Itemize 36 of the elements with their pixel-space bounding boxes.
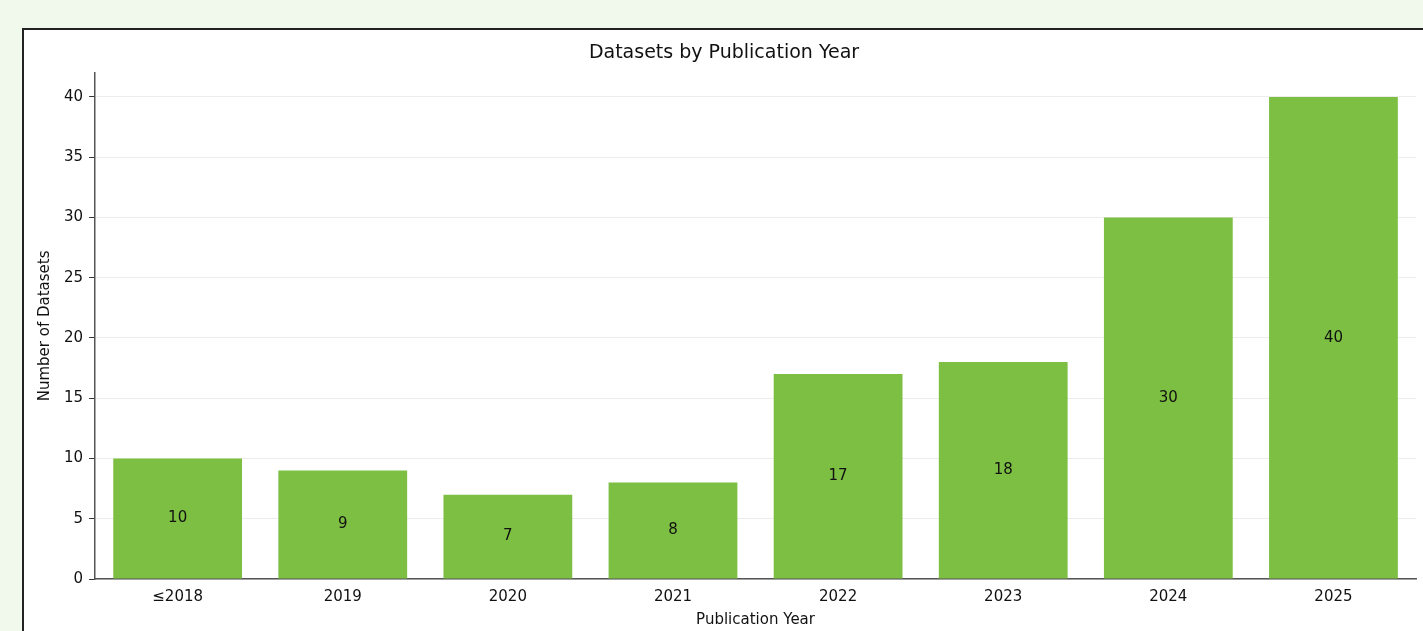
y-tick-label: 10	[63, 448, 84, 467]
y-tick-label: 15	[63, 388, 84, 407]
bar	[1103, 217, 1233, 579]
x-axis-title: Publication Year	[696, 609, 816, 628]
x-tick-label: ≤2018	[152, 586, 204, 605]
y-tick-label: 5	[73, 508, 84, 527]
x-tick-label: 2019	[323, 586, 362, 605]
y-tick-label: 25	[63, 267, 84, 286]
x-tick-label: 2021	[653, 586, 693, 605]
x-tick-label: 2025	[1314, 586, 1353, 605]
y-tick-label: 35	[63, 147, 84, 166]
bar	[773, 374, 903, 579]
data-label: 10	[168, 508, 188, 527]
bar	[113, 458, 243, 579]
data-label: 18	[993, 460, 1013, 479]
y-tick-label: 40	[63, 86, 84, 105]
y-tick-label: 20	[63, 327, 84, 346]
bar	[443, 494, 573, 579]
bar	[608, 482, 738, 579]
bar	[938, 362, 1068, 579]
data-label: 17	[828, 466, 848, 485]
bar	[278, 470, 408, 579]
x-tick-label: 2022	[819, 586, 858, 605]
data-label: 7	[503, 526, 513, 545]
y-tick-label: 0	[73, 568, 84, 587]
data-label: 30	[1158, 387, 1178, 406]
y-axis-title: Number of Datasets	[34, 250, 53, 402]
bar	[1269, 96, 1398, 579]
data-label: 40	[1323, 327, 1343, 346]
x-tick-label: 2023	[984, 586, 1023, 605]
data-label: 8	[668, 520, 678, 539]
x-tick-label: 2024	[1149, 586, 1188, 605]
x-tick-label: 2020	[488, 586, 527, 605]
data-label: 9	[337, 514, 348, 533]
y-tick-label: 30	[63, 207, 84, 226]
chart-title: Datasets by Publication Year	[588, 40, 860, 63]
